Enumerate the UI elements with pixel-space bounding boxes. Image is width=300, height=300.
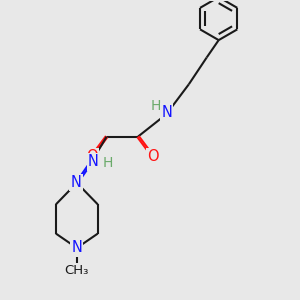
Text: N: N (161, 105, 172, 120)
Text: O: O (86, 149, 98, 164)
Text: H: H (102, 156, 113, 170)
Text: N: N (71, 240, 82, 255)
Text: N: N (70, 175, 81, 190)
Text: CH₃: CH₃ (65, 264, 89, 278)
Text: O: O (147, 149, 159, 164)
Text: H: H (151, 99, 161, 113)
Text: N: N (88, 154, 99, 169)
